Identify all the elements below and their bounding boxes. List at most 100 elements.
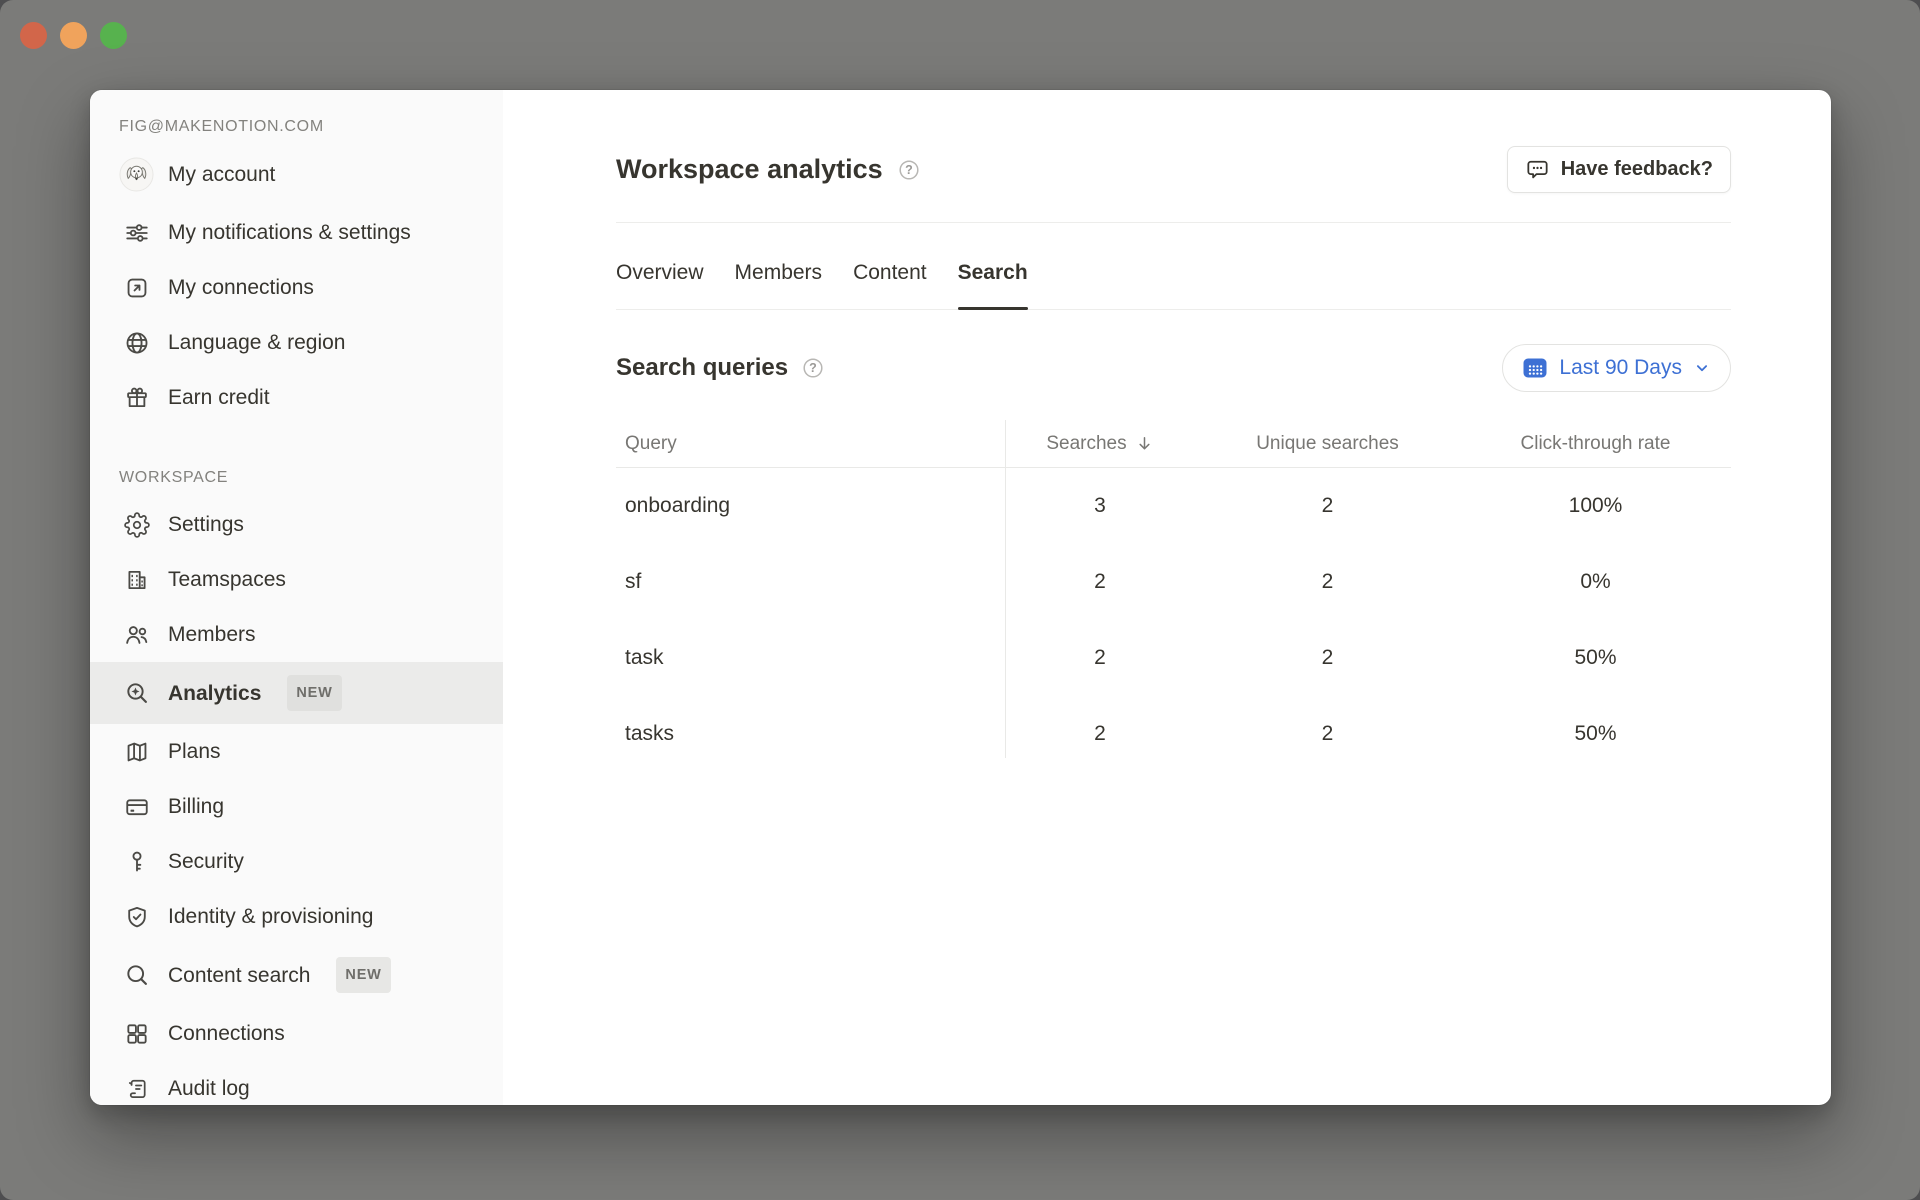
sidebar-item-my-connections[interactable]: My connections — [90, 260, 503, 315]
section-title: Search queries ? — [616, 354, 825, 382]
analytics-tabs: Overview Members Content Search — [616, 223, 1731, 310]
shield-check-icon — [119, 904, 154, 930]
table-header-row: Query Searches Unique searches Click-thr… — [616, 420, 1731, 468]
chevron-down-icon — [1693, 359, 1711, 377]
help-icon[interactable]: ? — [897, 158, 921, 182]
close-window-button[interactable] — [20, 22, 47, 49]
maximize-window-button[interactable] — [100, 22, 127, 49]
page-title-text: Workspace analytics — [616, 154, 883, 184]
sidebar-item-label: Billing — [168, 795, 225, 818]
tab-search[interactable]: Search — [957, 261, 1028, 310]
searches-cell: 2 — [1094, 646, 1106, 669]
column-divider — [1005, 420, 1006, 758]
query-cell: sf — [625, 570, 642, 593]
sidebar-item-label: My notifications & settings — [168, 221, 411, 244]
sliders-icon — [119, 220, 154, 246]
unique-searches-cell: 2 — [1321, 722, 1334, 745]
arrow-up-right-box-icon — [119, 275, 154, 301]
tab-content[interactable]: Content — [853, 261, 927, 284]
sidebar-item-teamspaces[interactable]: Teamspaces — [90, 552, 503, 607]
key-icon — [119, 849, 154, 875]
column-header-ctr[interactable]: Click-through rate — [1520, 432, 1671, 454]
page-title: Workspace analytics ? — [616, 154, 921, 185]
have-feedback-label: Have feedback? — [1560, 158, 1713, 180]
column-header-searches[interactable]: Searches — [1005, 433, 1195, 455]
sidebar-item-label: Plans — [168, 740, 221, 763]
sidebar-item-label: Members — [168, 623, 256, 646]
table-row[interactable]: tasks 2 2 50% — [616, 696, 1731, 772]
tab-overview[interactable]: Overview — [616, 261, 704, 284]
sidebar-item-my-account[interactable]: My account — [90, 144, 503, 205]
new-badge: NEW — [287, 675, 342, 711]
sidebar-item-label: Settings — [168, 513, 244, 536]
query-cell: tasks — [625, 722, 675, 745]
sidebar-item-label: Identity & provisioning — [168, 905, 374, 928]
new-badge: NEW — [336, 957, 391, 993]
column-header-query[interactable]: Query — [625, 432, 677, 454]
members-icon — [119, 622, 154, 648]
sidebar-item-label: Language & region — [168, 331, 346, 354]
gift-icon — [119, 385, 154, 411]
sidebar-item-plans[interactable]: Plans — [90, 724, 503, 779]
tab-members[interactable]: Members — [734, 261, 823, 284]
unique-searches-cell: 2 — [1321, 494, 1334, 517]
date-range-label: Last 90 Days — [1559, 356, 1682, 379]
sidebar-item-settings[interactable]: Settings — [90, 497, 503, 552]
sidebar-item-identity-provisioning[interactable]: Identity & provisioning — [90, 889, 503, 944]
table-row[interactable]: sf 2 2 0% — [616, 544, 1731, 620]
section-title-text: Search queries — [616, 354, 789, 381]
sidebar-item-notifications-settings[interactable]: My notifications & settings — [90, 205, 503, 260]
sidebar-item-connections[interactable]: Connections — [90, 1006, 503, 1061]
search-icon — [119, 962, 154, 988]
sidebar-item-label: Earn credit — [168, 386, 270, 409]
sidebar-item-members[interactable]: Members — [90, 607, 503, 662]
table-row[interactable]: onboarding 3 2 100% — [616, 468, 1731, 544]
audit-log-icon — [119, 1076, 154, 1102]
calendar-icon — [1522, 356, 1548, 380]
searches-cell: 3 — [1094, 494, 1106, 517]
ctr-cell: 50% — [1574, 722, 1617, 745]
help-icon[interactable]: ? — [801, 356, 825, 380]
sidebar-item-security[interactable]: Security — [90, 834, 503, 889]
searches-cell: 2 — [1094, 570, 1106, 593]
sidebar-item-audit-log[interactable]: Audit log — [90, 1061, 503, 1105]
date-range-dropdown[interactable]: Last 90 Days — [1502, 344, 1731, 392]
have-feedback-button[interactable]: Have feedback? — [1506, 146, 1731, 193]
workspace-section-label: WORKSPACE — [119, 469, 229, 486]
settings-sidebar: FIG@MAKENOTION.COM My account My notific… — [90, 90, 503, 1105]
sidebar-item-label: Content search — [168, 963, 311, 987]
sidebar-item-analytics[interactable]: Analytics NEW — [90, 662, 503, 724]
sidebar-item-billing[interactable]: Billing — [90, 779, 503, 834]
header-divider — [616, 222, 1731, 223]
ctr-cell: 50% — [1574, 646, 1617, 669]
grid-icon — [119, 1021, 154, 1047]
sidebar-item-label: My connections — [168, 276, 314, 299]
settings-dialog: FIG@MAKENOTION.COM My account My notific… — [90, 90, 1831, 1105]
sidebar-item-label: Connections — [168, 1022, 285, 1045]
sidebar-item-label: Security — [168, 850, 244, 873]
credit-card-icon — [119, 794, 154, 820]
sidebar-item-label: My account — [168, 163, 276, 186]
building-icon — [119, 567, 154, 593]
sidebar-item-content-search[interactable]: Content search NEW — [90, 944, 503, 1006]
unique-searches-cell: 2 — [1321, 646, 1334, 669]
sidebar-item-language-region[interactable]: Language & region — [90, 315, 503, 370]
account-section-label: FIG@MAKENOTION.COM — [119, 118, 324, 135]
column-header-unique-searches[interactable]: Unique searches — [1256, 432, 1399, 454]
window-controls — [20, 22, 127, 49]
sidebar-item-earn-credit[interactable]: Earn credit — [90, 370, 503, 425]
feedback-bubble-icon — [1525, 157, 1550, 182]
sidebar-item-label: Audit log — [168, 1077, 250, 1100]
unique-searches-cell: 2 — [1321, 570, 1334, 593]
svg-text:?: ? — [905, 163, 913, 177]
query-cell: task — [625, 646, 664, 669]
sidebar-item-label: Analytics — [168, 681, 262, 705]
minimize-window-button[interactable] — [60, 22, 87, 49]
map-icon — [119, 739, 154, 765]
ctr-cell: 100% — [1568, 494, 1623, 517]
ctr-cell: 0% — [1580, 570, 1611, 593]
globe-icon — [119, 330, 154, 356]
gear-icon — [119, 511, 154, 538]
table-row[interactable]: task 2 2 50% — [616, 620, 1731, 696]
